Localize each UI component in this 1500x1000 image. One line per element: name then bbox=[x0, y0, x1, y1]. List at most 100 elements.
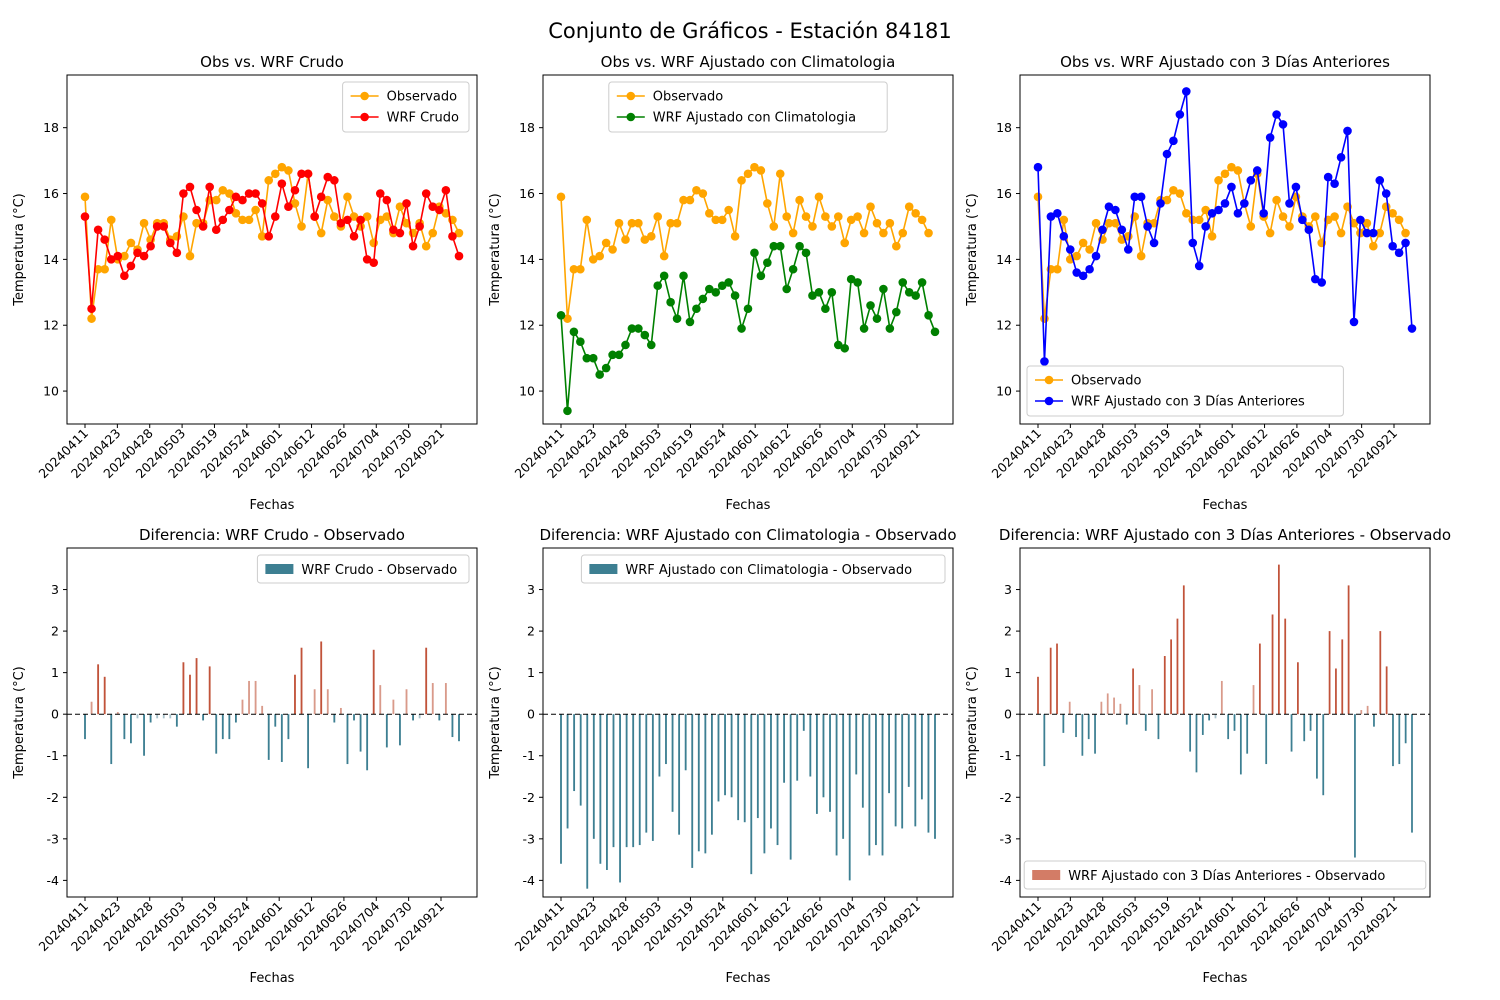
bar bbox=[1297, 662, 1299, 715]
data-point bbox=[737, 324, 746, 333]
data-point bbox=[1214, 176, 1223, 185]
y-axis-label: Temperatura (°C) bbox=[12, 666, 27, 779]
data-point bbox=[1085, 264, 1094, 274]
bar bbox=[822, 714, 825, 798]
data-point bbox=[1285, 199, 1294, 208]
chart-panel-6: Diferencia: WRF Ajustado con 3 Días Ante… bbox=[965, 526, 1451, 986]
bar bbox=[1411, 714, 1413, 833]
data-point bbox=[582, 215, 592, 225]
bar bbox=[586, 714, 589, 889]
data-point bbox=[1111, 218, 1120, 228]
series-2 bbox=[1033, 87, 1417, 366]
bar bbox=[1132, 668, 1134, 715]
data-point bbox=[1278, 120, 1288, 129]
data-point bbox=[1336, 228, 1346, 238]
y-tick-label: -1 bbox=[523, 748, 535, 763]
data-point bbox=[80, 192, 90, 202]
y-tick-label: -2 bbox=[523, 790, 535, 805]
data-point bbox=[892, 241, 901, 251]
data-point bbox=[808, 222, 817, 231]
bar bbox=[1347, 585, 1350, 715]
data-point bbox=[257, 199, 267, 208]
data-point bbox=[1085, 245, 1094, 254]
bar bbox=[651, 714, 654, 841]
bar bbox=[783, 714, 786, 783]
bar bbox=[1182, 585, 1185, 715]
y-tick-label: 2 bbox=[527, 624, 535, 639]
data-point bbox=[621, 340, 630, 350]
legend: Observado WRF Ajustado con 3 Días Anterio… bbox=[1026, 365, 1344, 417]
bar bbox=[1252, 685, 1255, 715]
data-point bbox=[621, 235, 630, 244]
data-point bbox=[316, 192, 326, 202]
bar bbox=[90, 701, 93, 715]
data-point bbox=[1246, 222, 1256, 231]
data-point bbox=[336, 218, 346, 228]
bar bbox=[287, 714, 290, 740]
bar bbox=[405, 689, 408, 715]
data-point bbox=[441, 185, 451, 195]
chart-panel-5: Diferencia: WRF Ajustado con Climatologi… bbox=[488, 526, 957, 986]
data-point bbox=[775, 169, 785, 179]
x-axis-label: Fechas bbox=[1203, 971, 1248, 986]
data-point bbox=[1182, 87, 1191, 96]
axes-frame bbox=[542, 547, 954, 898]
data-point bbox=[1278, 212, 1288, 221]
bar bbox=[1341, 639, 1344, 715]
data-point bbox=[898, 278, 908, 287]
bar bbox=[254, 680, 257, 715]
bar bbox=[684, 714, 687, 771]
bar bbox=[1233, 714, 1236, 731]
series-1 bbox=[556, 162, 933, 323]
bar bbox=[704, 714, 707, 854]
data-point bbox=[1214, 205, 1223, 215]
data-point bbox=[601, 363, 611, 373]
data-point bbox=[808, 291, 817, 300]
data-point bbox=[244, 189, 254, 198]
bar bbox=[724, 714, 726, 796]
bar bbox=[1398, 714, 1401, 765]
bar bbox=[756, 714, 759, 819]
data-point bbox=[1104, 218, 1114, 228]
data-point bbox=[576, 264, 585, 274]
data-point bbox=[853, 212, 862, 221]
data-point bbox=[100, 264, 109, 274]
data-point bbox=[588, 353, 598, 363]
bar bbox=[1201, 714, 1204, 735]
axes-frame bbox=[66, 74, 478, 425]
bar bbox=[130, 714, 132, 744]
legend-marker bbox=[626, 91, 636, 101]
data-point bbox=[1381, 202, 1391, 211]
bar bbox=[248, 680, 250, 715]
bar bbox=[458, 714, 460, 742]
data-point bbox=[421, 241, 431, 251]
data-point bbox=[1091, 218, 1101, 228]
bar bbox=[835, 714, 838, 856]
bar bbox=[1195, 714, 1198, 773]
data-point bbox=[1098, 225, 1107, 235]
data-point bbox=[859, 324, 869, 333]
data-point bbox=[1136, 251, 1146, 261]
y-tick-label: -4 bbox=[523, 873, 536, 888]
data-point bbox=[911, 208, 920, 218]
data-point bbox=[369, 238, 379, 248]
legend: WRF Crudo - Observado bbox=[256, 554, 470, 584]
data-point bbox=[238, 215, 247, 225]
bar bbox=[97, 664, 100, 715]
data-point bbox=[646, 232, 656, 241]
legend-patch bbox=[589, 564, 618, 574]
data-point bbox=[270, 212, 280, 221]
data-point bbox=[120, 271, 129, 281]
data-point bbox=[1149, 238, 1159, 248]
data-point bbox=[730, 291, 740, 300]
data-point bbox=[556, 192, 566, 202]
data-point bbox=[569, 327, 579, 337]
bar bbox=[182, 662, 185, 715]
bar bbox=[1170, 639, 1172, 715]
data-point bbox=[166, 238, 175, 248]
bar bbox=[169, 714, 172, 719]
data-point bbox=[1246, 176, 1256, 185]
legend-entry: WRF Ajustado con Climatologia - Observad… bbox=[625, 563, 912, 578]
bar bbox=[1379, 631, 1382, 715]
